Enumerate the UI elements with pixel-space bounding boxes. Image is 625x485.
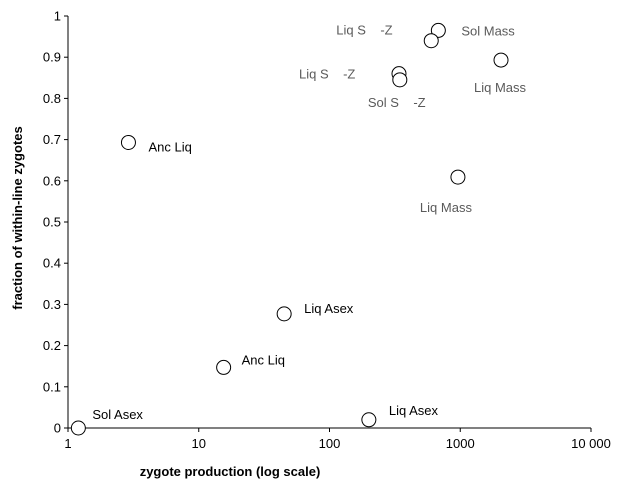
y-tick-label: 0.2 — [43, 338, 61, 353]
x-tick-label: 1 — [64, 436, 71, 451]
x-tick-label: 10 — [192, 436, 206, 451]
y-tick-label: 1 — [54, 9, 61, 24]
point-label: Anc Liq — [148, 139, 191, 154]
y-tick-label: 0.5 — [43, 215, 61, 230]
point-label: Sol S -Z — [368, 95, 426, 110]
y-axis-label: fraction of within-line zygotes — [10, 126, 25, 309]
data-point — [276, 306, 292, 322]
point-label: Sol Mass — [461, 23, 515, 38]
point-label: Sol Asex — [92, 407, 143, 422]
x-ticks: 1 10 100 1000 10 000 — [64, 428, 611, 451]
data-point — [70, 420, 86, 436]
point-label: Liq Asex — [304, 301, 354, 316]
y-tick-label: 0.8 — [43, 91, 61, 106]
x-tick-label: 1000 — [446, 436, 475, 451]
point-label: Liq Mass — [474, 80, 527, 95]
data-points — [70, 22, 509, 436]
data-point — [450, 169, 466, 185]
y-tick-label: 0.6 — [43, 173, 61, 188]
y-tick-label: 0 — [54, 421, 61, 436]
data-point — [430, 22, 446, 38]
point-label: Liq Asex — [389, 403, 439, 418]
y-tick-label: 0.9 — [43, 50, 61, 65]
point-label: Liq S -Z — [299, 67, 355, 82]
data-point — [392, 72, 408, 88]
data-point — [120, 134, 136, 150]
point-label: Liq S -Z — [336, 23, 392, 38]
y-tick-label: 0.4 — [43, 256, 61, 271]
y-tick-label: 0.1 — [43, 379, 61, 394]
point-label: Anc Liq — [242, 352, 285, 367]
data-point — [216, 359, 232, 375]
x-tick-label: 100 — [319, 436, 341, 451]
x-axis-label: zygote production (log scale) — [140, 464, 321, 479]
data-point — [493, 52, 509, 68]
data-point — [423, 33, 439, 49]
point-label: Liq Mass — [420, 200, 473, 215]
point-labels: Sol Asex Liq Asex Anc Liq Liq Asex Anc Liq Li… — [92, 23, 526, 422]
data-point — [361, 412, 377, 428]
y-tick-label: 0.3 — [43, 297, 61, 312]
y-ticks: 0 0.1 0.2 0.3 0.4 0.5 0.6 0.7 0.8 0.9 1 — [43, 9, 68, 436]
x-tick-label: 10 000 — [571, 436, 611, 451]
y-tick-label: 0.7 — [43, 132, 61, 147]
